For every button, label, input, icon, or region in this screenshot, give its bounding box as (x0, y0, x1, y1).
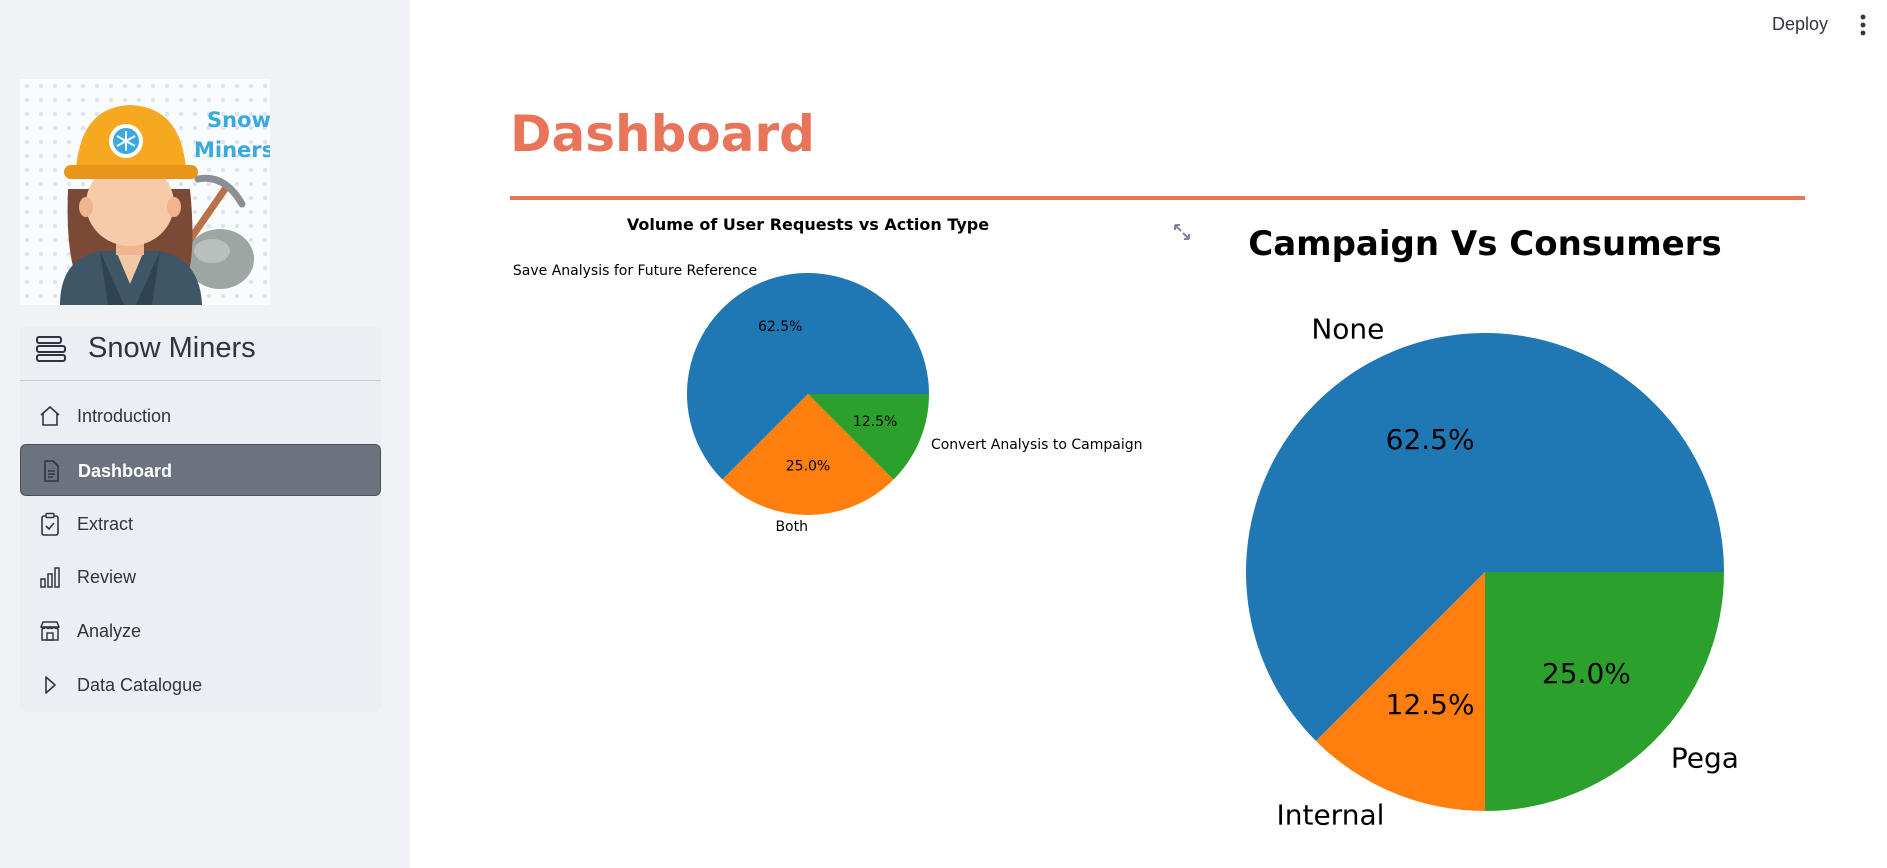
vertical-dots-icon[interactable] (1857, 14, 1869, 36)
sidebar-item-label: Data Catalogue (77, 675, 203, 695)
pie-category-label: None (1311, 313, 1384, 346)
pie-slice (1246, 333, 1724, 741)
sidebar-item-dashboard[interactable]: Dashboard (20, 444, 381, 496)
expand-icon[interactable] (1172, 222, 1192, 242)
pie-category-label: Pega (1671, 741, 1739, 774)
pie-percent-label: 25.0% (1542, 657, 1631, 690)
pie-slice (687, 272, 929, 480)
sidebar-item-label: Analyze (77, 621, 142, 641)
sidebar-item-label: Review (77, 567, 137, 587)
document-icon (44, 460, 59, 482)
chart-title: Campaign Vs Consumers (1248, 224, 1721, 264)
app-title: Snow Miners (88, 332, 256, 364)
bar-chart-icon (40, 567, 60, 588)
pie-category-label: Internal (1276, 798, 1384, 831)
pie-category-label: Save Analysis for Future Reference (513, 263, 757, 279)
sidebar: Snow Miners Snow Miners Introduction (0, 0, 410, 868)
sidebar-nav: Snow Miners Introduction Dashboard (20, 326, 381, 712)
pie-category-label: Both (775, 519, 808, 535)
clipboard-check-icon (41, 512, 59, 536)
pie-slice (1316, 572, 1485, 811)
pie-category-label: Convert Analysis to Campaign (931, 437, 1143, 453)
action-type-pie-chart: Volume of User Requests vs Action Type 6… (513, 215, 1143, 535)
sidebar-item-label: Dashboard (78, 461, 173, 481)
pie-percent-label: 25.0% (786, 459, 830, 475)
title-divider (510, 196, 1805, 200)
sidebar-item-introduction[interactable]: Introduction (20, 390, 381, 442)
pie-percent-label: 12.5% (1386, 688, 1475, 721)
snow-miners-logo: Snow Miners (20, 79, 270, 305)
pie-slice (808, 394, 929, 480)
sidebar-item-label: Introduction (77, 406, 172, 426)
pie-percent-label: 62.5% (1386, 423, 1475, 456)
sidebar-item-data-catalogue[interactable]: Data Catalogue (20, 659, 381, 711)
logo-text-line1: Snow (207, 108, 270, 132)
menu-list-icon (36, 336, 66, 362)
pie-slice (1485, 572, 1724, 811)
pie-percent-label: 62.5% (758, 319, 802, 335)
play-triangle-icon (45, 676, 56, 694)
chart-title: Volume of User Requests vs Action Type (627, 215, 989, 234)
storefront-icon (40, 621, 60, 641)
sidebar-item-review[interactable]: Review (20, 551, 381, 603)
sidebar-item-label: Extract (77, 514, 134, 534)
pie-percent-label: 12.5% (853, 414, 897, 430)
logo-text-line2: Miners (194, 138, 270, 162)
sidebar-item-extract[interactable]: Extract (20, 498, 381, 550)
page-title: Dashboard (510, 105, 815, 163)
home-icon (40, 406, 60, 426)
deploy-button[interactable]: Deploy (1772, 14, 1829, 34)
nav-header: Snow Miners (20, 326, 381, 381)
sidebar-item-analyze[interactable]: Analyze (20, 605, 381, 657)
campaign-consumers-pie-chart: Campaign Vs Consumers 62.5% 12.5% 25.0% No… (1246, 224, 1739, 831)
pie-slice (722, 394, 894, 515)
